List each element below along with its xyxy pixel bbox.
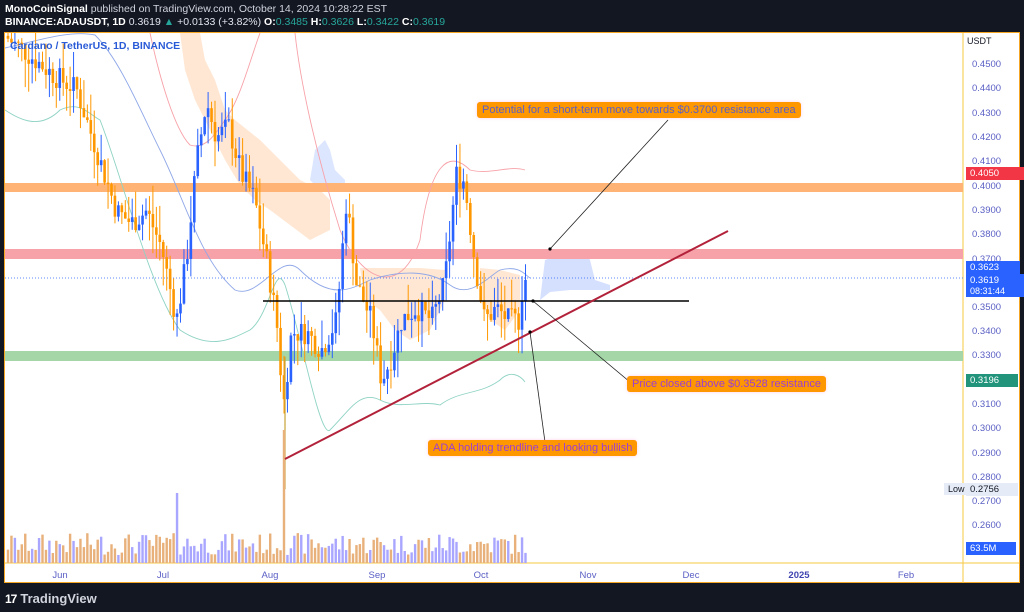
price-change: +0.0133 (+3.82%) xyxy=(177,16,262,28)
author-name[interactable]: MonoCoinSignal xyxy=(5,3,88,15)
upper-resistance-zone xyxy=(5,183,963,192)
resistance-zone xyxy=(5,249,963,259)
price-tick: 0.4000 xyxy=(972,181,1002,192)
volume-bars xyxy=(6,430,527,563)
time-label-2025: 2025 xyxy=(788,570,810,581)
brand-name: TradingView xyxy=(20,591,97,606)
chart-legend-title[interactable]: Cardano / TetherUS, 1D, BINANCE xyxy=(10,40,181,52)
up-arrow-icon: ▲ xyxy=(163,16,175,28)
publish-header: MonoCoinSignal published on TradingView.… xyxy=(0,0,1024,32)
published-text: published on TradingView.com, October 14… xyxy=(90,3,388,15)
currency-label[interactable]: USDT xyxy=(967,36,992,46)
future-cloud xyxy=(540,250,610,300)
open-label: O: xyxy=(264,16,276,28)
price-tick: 0.2800 xyxy=(972,472,1002,483)
open-value: 0.3485 xyxy=(275,16,308,28)
price-tick: 0.3400 xyxy=(972,326,1002,337)
price-tick: 0.3000 xyxy=(972,423,1002,434)
low-label: L: xyxy=(356,16,367,28)
price-tick: 0.4200 xyxy=(972,132,1002,143)
price-tick: 0.3500 xyxy=(972,302,1002,313)
symbol-name[interactable]: BINANCE:ADAUSDT, 1D xyxy=(5,16,126,28)
price-tick: 0.4100 xyxy=(972,156,1002,167)
ascending-trendline[interactable] xyxy=(284,230,729,460)
high-label: H: xyxy=(310,16,322,28)
close-label: C: xyxy=(401,16,413,28)
candlesticks xyxy=(6,33,527,490)
last-price: 0.3619 xyxy=(128,16,161,28)
price-tick: 0.4300 xyxy=(972,108,1002,119)
time-label-aug: Aug xyxy=(261,570,279,581)
time-label-jul: Jul xyxy=(156,570,170,581)
low-value: 0.3422 xyxy=(366,16,399,28)
bar-countdown-tag: 08:31:44 xyxy=(966,285,1024,297)
green-level-tag: 0.3196 xyxy=(966,374,1018,387)
price-tick: 0.3300 xyxy=(972,350,1002,361)
annotation-holding-trendline[interactable]: ADA holding trendline and looking bullis… xyxy=(428,440,638,456)
price-tick: 0.2600 xyxy=(972,520,1002,531)
time-label-nov: Nov xyxy=(579,570,597,581)
time-label-dec: Dec xyxy=(682,570,700,581)
low-value-tag: 0.2756 xyxy=(966,483,1018,496)
close-value: 0.3619 xyxy=(412,16,446,28)
time-label-oct: Oct xyxy=(473,570,489,581)
annotation-price-closed-above[interactable]: Price closed above $0.3528 resistance xyxy=(627,376,826,392)
price-tick: 0.3900 xyxy=(972,205,1002,216)
publish-info: MonoCoinSignal published on TradingView.… xyxy=(5,3,387,15)
low-label-tag: Low xyxy=(944,483,969,495)
high-price-tag: 0.3623 xyxy=(966,261,1020,274)
time-label-feb: Feb xyxy=(897,570,915,581)
annotation-short-term-move[interactable]: Potential for a short-term move towards … xyxy=(477,102,801,118)
price-tick: 0.4400 xyxy=(972,83,1002,94)
time-label-sep: Sep xyxy=(368,570,386,581)
price-tick: 0.3100 xyxy=(972,399,1002,410)
footer-bar: 17 TradingView xyxy=(0,584,1024,612)
last-price-tag: 0.3619 xyxy=(966,274,1024,286)
tradingview-logo[interactable]: 17 TradingView xyxy=(5,591,97,606)
red-level-tag: 0.4050 xyxy=(966,167,1024,180)
price-tick: 0.4500 xyxy=(972,59,1002,70)
time-label-jun: Jun xyxy=(52,570,68,581)
tradingview-logo-icon: 17 xyxy=(5,591,17,606)
price-tick: 0.3700 xyxy=(972,254,1002,265)
price-tick: 0.3800 xyxy=(972,229,1002,240)
symbol-info-line: BINANCE:ADAUSDT, 1D 0.3619 ▲ +0.0133 (+3… xyxy=(5,16,445,28)
price-tick: 0.2900 xyxy=(972,448,1002,459)
price-tick: 0.2700 xyxy=(972,496,1002,507)
volume-tag: 63.5M xyxy=(966,542,1016,555)
high-value: 0.3626 xyxy=(321,16,354,28)
